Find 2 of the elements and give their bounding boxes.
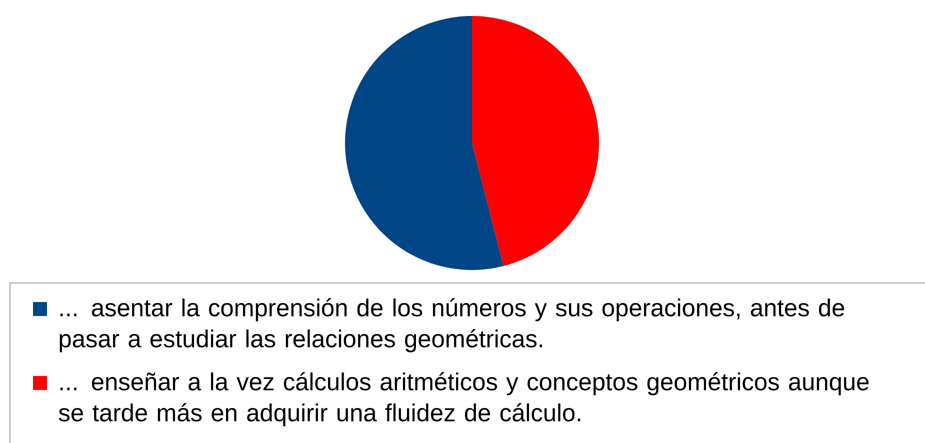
- legend-label: ... asentar la comprensión de los números y sus operaciones, antes de pasar a estudiar las relaciones geométricas.: [60, 298, 844, 352]
- legend-label: ... enseñar a la vez cálculos aritméticos y conceptos geométricos aunque se tarde más en adquirir una fluidez de cálculo.: [58, 372, 869, 426]
